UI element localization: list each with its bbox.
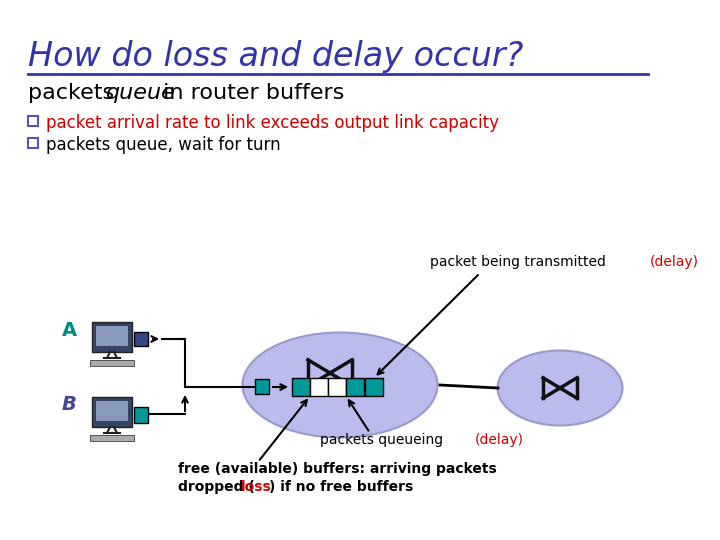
Text: A: A [62,321,77,340]
Text: ) if no free buffers: ) if no free buffers [269,480,413,494]
Text: queue: queue [106,83,176,103]
Bar [28,138,38,148]
Text: packet being transmitted: packet being transmitted [430,255,611,269]
Bar [92,397,132,427]
Ellipse shape [243,333,438,437]
Text: dropped (: dropped ( [178,480,255,494]
Text: packets: packets [28,83,121,103]
Bar [134,407,148,423]
Text: B: B [62,395,77,415]
Bar [134,332,148,346]
Bar [96,326,128,346]
Text: free (available) buffers: arriving packets: free (available) buffers: arriving packe… [178,462,497,476]
Text: loss: loss [241,480,271,494]
Bar [90,435,134,441]
Text: packets queueing: packets queueing [320,433,448,447]
Bar [328,378,346,396]
Bar [90,360,134,366]
Text: packet arrival rate to link exceeds output link capacity: packet arrival rate to link exceeds outp… [46,114,499,132]
Bar [292,378,310,396]
Bar [92,322,132,352]
Bar [310,378,328,396]
Ellipse shape [498,350,623,426]
Text: How do loss and delay occur?: How do loss and delay occur? [28,40,523,73]
Bar [96,401,128,421]
Bar [346,378,364,396]
Bar [255,379,269,394]
Bar [365,378,383,396]
Text: (delay): (delay) [650,255,699,269]
Text: in router buffers: in router buffers [156,83,344,103]
Text: packets queue, wait for turn: packets queue, wait for turn [46,136,281,154]
Bar [28,116,38,126]
Text: (delay): (delay) [475,433,524,447]
